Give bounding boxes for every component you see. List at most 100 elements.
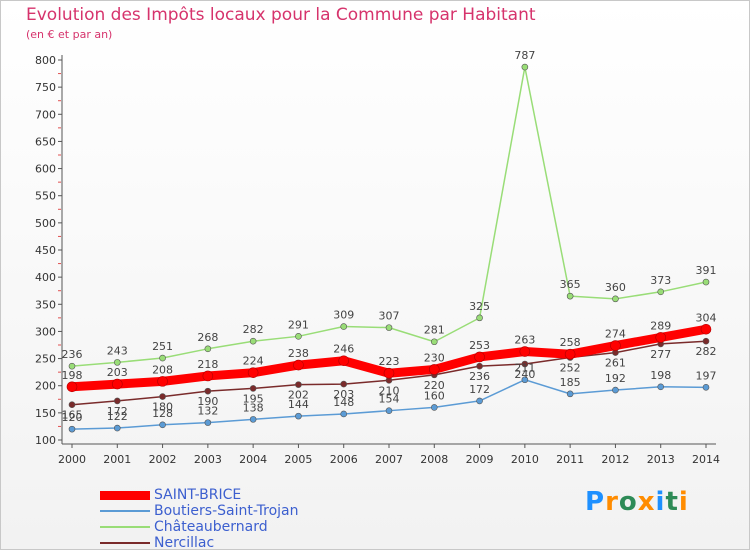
x-tick-label: 2009 bbox=[466, 453, 494, 466]
data-label: 274 bbox=[605, 328, 626, 341]
data-point bbox=[657, 288, 665, 296]
data-label: 224 bbox=[243, 355, 264, 368]
logo-letter: i bbox=[655, 487, 666, 517]
data-label: 261 bbox=[605, 357, 626, 370]
data-point bbox=[564, 348, 576, 360]
data-point bbox=[474, 351, 485, 363]
data-point bbox=[476, 397, 483, 405]
data-point bbox=[338, 355, 350, 367]
y-tick-label: 300 bbox=[35, 325, 56, 338]
data-point bbox=[204, 419, 212, 426]
data-label: 268 bbox=[197, 331, 218, 344]
data-point bbox=[702, 278, 710, 286]
data-label: 251 bbox=[152, 340, 173, 353]
data-label: 220 bbox=[424, 379, 445, 392]
data-label: 365 bbox=[560, 278, 581, 291]
logo-letter: o bbox=[618, 487, 638, 517]
data-point bbox=[202, 370, 214, 382]
x-tick-label: 2006 bbox=[330, 453, 358, 466]
data-point bbox=[519, 346, 531, 357]
data-point bbox=[113, 359, 121, 366]
data-point bbox=[159, 354, 166, 362]
data-point bbox=[340, 380, 348, 388]
data-point bbox=[430, 338, 438, 346]
data-label: 203 bbox=[107, 366, 128, 379]
legend-swatch-chateaubernard bbox=[100, 526, 150, 528]
x-tick-label: 2005 bbox=[284, 453, 312, 466]
data-label: 198 bbox=[62, 369, 83, 382]
data-point bbox=[249, 416, 257, 423]
data-label: 165 bbox=[62, 409, 83, 422]
data-label: 238 bbox=[288, 347, 309, 360]
data-label: 195 bbox=[243, 392, 264, 405]
data-label: 391 bbox=[696, 264, 717, 277]
y-tick-label: 450 bbox=[35, 244, 56, 257]
data-point bbox=[476, 314, 483, 322]
data-label: 198 bbox=[650, 369, 671, 382]
data-point bbox=[295, 381, 302, 388]
data-label: 277 bbox=[650, 348, 671, 361]
x-tick-label: 2007 bbox=[375, 453, 403, 466]
data-point bbox=[521, 376, 529, 384]
data-point bbox=[610, 340, 621, 351]
data-point bbox=[68, 362, 76, 370]
logo-letter: t bbox=[665, 487, 679, 517]
chart-title: Evolution des Impôts locaux pour la Comm… bbox=[26, 5, 536, 25]
data-label: 128 bbox=[152, 407, 173, 420]
y-tick-label: 750 bbox=[35, 81, 56, 94]
data-point bbox=[295, 412, 302, 420]
y-tick-label: 100 bbox=[35, 434, 56, 447]
y-tick-label: 500 bbox=[35, 217, 56, 230]
legend-label-saint-brice: SAINT-BRICE bbox=[154, 487, 242, 503]
y-tick-label: 250 bbox=[35, 353, 56, 366]
legend-item-saint-brice: SAINT-BRICE bbox=[100, 487, 298, 503]
data-label: 148 bbox=[333, 396, 354, 409]
data-label: 281 bbox=[424, 324, 445, 337]
data-label: 253 bbox=[469, 339, 490, 352]
data-point bbox=[159, 421, 166, 429]
chart-subtitle: (en € et par an) bbox=[26, 28, 113, 41]
logo-letter: x bbox=[637, 487, 656, 517]
legend-label-chateaubernard: Châteaubernard bbox=[154, 519, 268, 535]
x-tick-label: 2011 bbox=[556, 453, 584, 466]
data-point bbox=[157, 376, 168, 387]
data-label: 258 bbox=[560, 336, 581, 349]
data-label: 246 bbox=[333, 343, 354, 356]
x-tick-label: 2013 bbox=[647, 453, 675, 466]
data-point bbox=[159, 393, 166, 400]
data-label: 144 bbox=[288, 398, 309, 411]
data-point bbox=[655, 332, 667, 343]
y-tick-label: 350 bbox=[35, 298, 56, 311]
data-point bbox=[293, 359, 304, 371]
data-point bbox=[566, 390, 574, 398]
data-point bbox=[113, 424, 121, 432]
data-point bbox=[702, 384, 710, 391]
data-label: 325 bbox=[469, 300, 490, 313]
y-tick-label: 150 bbox=[35, 407, 56, 420]
data-label: 252 bbox=[560, 361, 581, 374]
legend-swatch-boutiers bbox=[100, 510, 150, 512]
data-label: 180 bbox=[152, 401, 173, 414]
data-point bbox=[566, 292, 574, 300]
data-label: 154 bbox=[379, 393, 400, 406]
proxiti-logo: Proxiti bbox=[585, 487, 689, 517]
data-label: 240 bbox=[514, 368, 535, 381]
data-label: 307 bbox=[379, 310, 400, 323]
logo-letter: P bbox=[585, 487, 606, 517]
data-label: 360 bbox=[605, 281, 626, 294]
data-point bbox=[68, 401, 76, 409]
legend: SAINT-BRICE Boutiers-Saint-Trojan Châtea… bbox=[100, 487, 298, 551]
data-point bbox=[66, 381, 78, 393]
legend-item-nercillac: Nercillac bbox=[100, 535, 298, 551]
y-tick-label: 700 bbox=[35, 108, 56, 121]
data-point bbox=[340, 410, 348, 418]
data-label: 190 bbox=[197, 395, 218, 408]
y-tick-label: 550 bbox=[35, 190, 56, 203]
data-point bbox=[521, 360, 529, 368]
data-point bbox=[295, 333, 302, 340]
data-label: 210 bbox=[379, 384, 400, 397]
data-label: 211 bbox=[514, 362, 535, 375]
data-point bbox=[204, 345, 212, 353]
data-point bbox=[249, 337, 257, 345]
legend-item-boutiers: Boutiers-Saint-Trojan bbox=[100, 503, 298, 519]
